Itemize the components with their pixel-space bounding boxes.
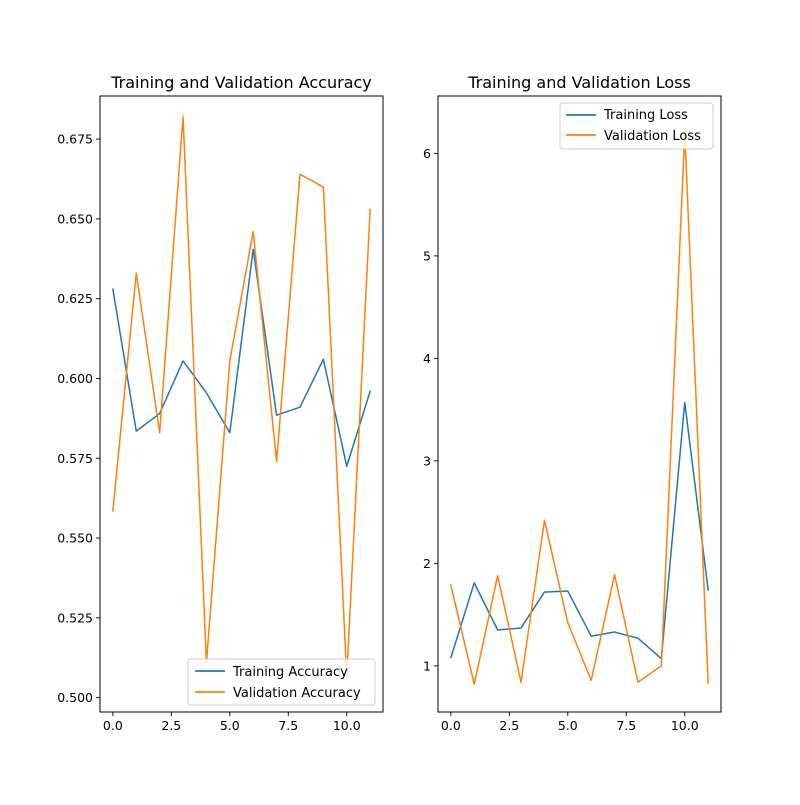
- loss-y-tick-label: 2: [423, 556, 431, 571]
- accuracy-x-tick-label: 0.0: [103, 718, 123, 733]
- loss-x-tick-label: 0.0: [441, 718, 461, 733]
- accuracy-axes-frame: [99, 95, 384, 713]
- loss-x-tick-label: 2.5: [499, 718, 519, 733]
- legend-label-training-accuracy: Training Accuracy: [232, 665, 348, 680]
- legend-label-validation-loss: Validation Loss: [604, 129, 701, 144]
- loss-y-tick-label: 3: [423, 453, 431, 468]
- loss-x-tick-label: 7.5: [616, 718, 636, 733]
- loss-plot-area: 0.0 2.5 5.0 7.5 10.0 1 2 3 4 5 6: [423, 95, 722, 733]
- series-line-validation-accuracy: [112, 116, 371, 678]
- accuracy-y-tick-label: 0.625: [57, 291, 93, 306]
- loss-y-tick-label: 4: [423, 351, 431, 366]
- legend-label-training-loss: Training Loss: [603, 108, 688, 123]
- accuracy-y-tick-label: 0.675: [57, 132, 93, 147]
- loss-legend-box: [559, 102, 714, 150]
- accuracy-y-tick-label: 0.525: [57, 610, 93, 625]
- loss-x-tick-label: 10.0: [671, 718, 699, 733]
- series-line-training-loss: [449, 401, 709, 660]
- loss-y-tick-label: 1: [423, 658, 431, 673]
- series-line-validation-loss: [449, 132, 709, 686]
- accuracy-y-tick-label: 0.650: [57, 211, 93, 226]
- accuracy-y-tick-label: 0.550: [57, 531, 93, 546]
- loss-axes-frame: [437, 95, 722, 713]
- accuracy-y-tick-label: 0.600: [57, 371, 93, 386]
- loss-legend: Training Loss Validation Loss: [559, 102, 714, 150]
- legend-label-validation-accuracy: Validation Accuracy: [233, 686, 361, 701]
- accuracy-y-tick-label: 0.500: [57, 690, 93, 705]
- accuracy-chart-title: Training and Validation Accuracy: [110, 73, 372, 92]
- loss-panel: Training and Validation Loss 0.0 2.5 5.0 7.…: [423, 73, 722, 733]
- accuracy-panel: Training and Validation Accuracy 0.0 2.5 5…: [57, 73, 384, 733]
- accuracy-y-tick-label: 0.575: [57, 451, 93, 466]
- accuracy-x-tick-label: 7.5: [278, 718, 298, 733]
- loss-x-tick-label: 5.0: [558, 718, 578, 733]
- loss-y-tick-label: 5: [423, 248, 431, 263]
- loss-chart-title: Training and Validation Loss: [467, 73, 691, 92]
- accuracy-x-tick-label: 5.0: [220, 718, 240, 733]
- accuracy-legend: Training Accuracy Validation Accuracy: [187, 658, 376, 706]
- series-line-training-accuracy: [111, 248, 372, 467]
- loss-y-tick-label: 6: [423, 146, 431, 161]
- accuracy-plot-area: 0.0 2.5 5.0 7.5 10.0 0.500 0.525 0.550 0.575 0.60…: [57, 95, 384, 733]
- accuracy-x-tick-label: 10.0: [333, 718, 361, 733]
- accuracy-legend-box: [187, 658, 376, 706]
- accuracy-x-tick-label: 2.5: [161, 718, 181, 733]
